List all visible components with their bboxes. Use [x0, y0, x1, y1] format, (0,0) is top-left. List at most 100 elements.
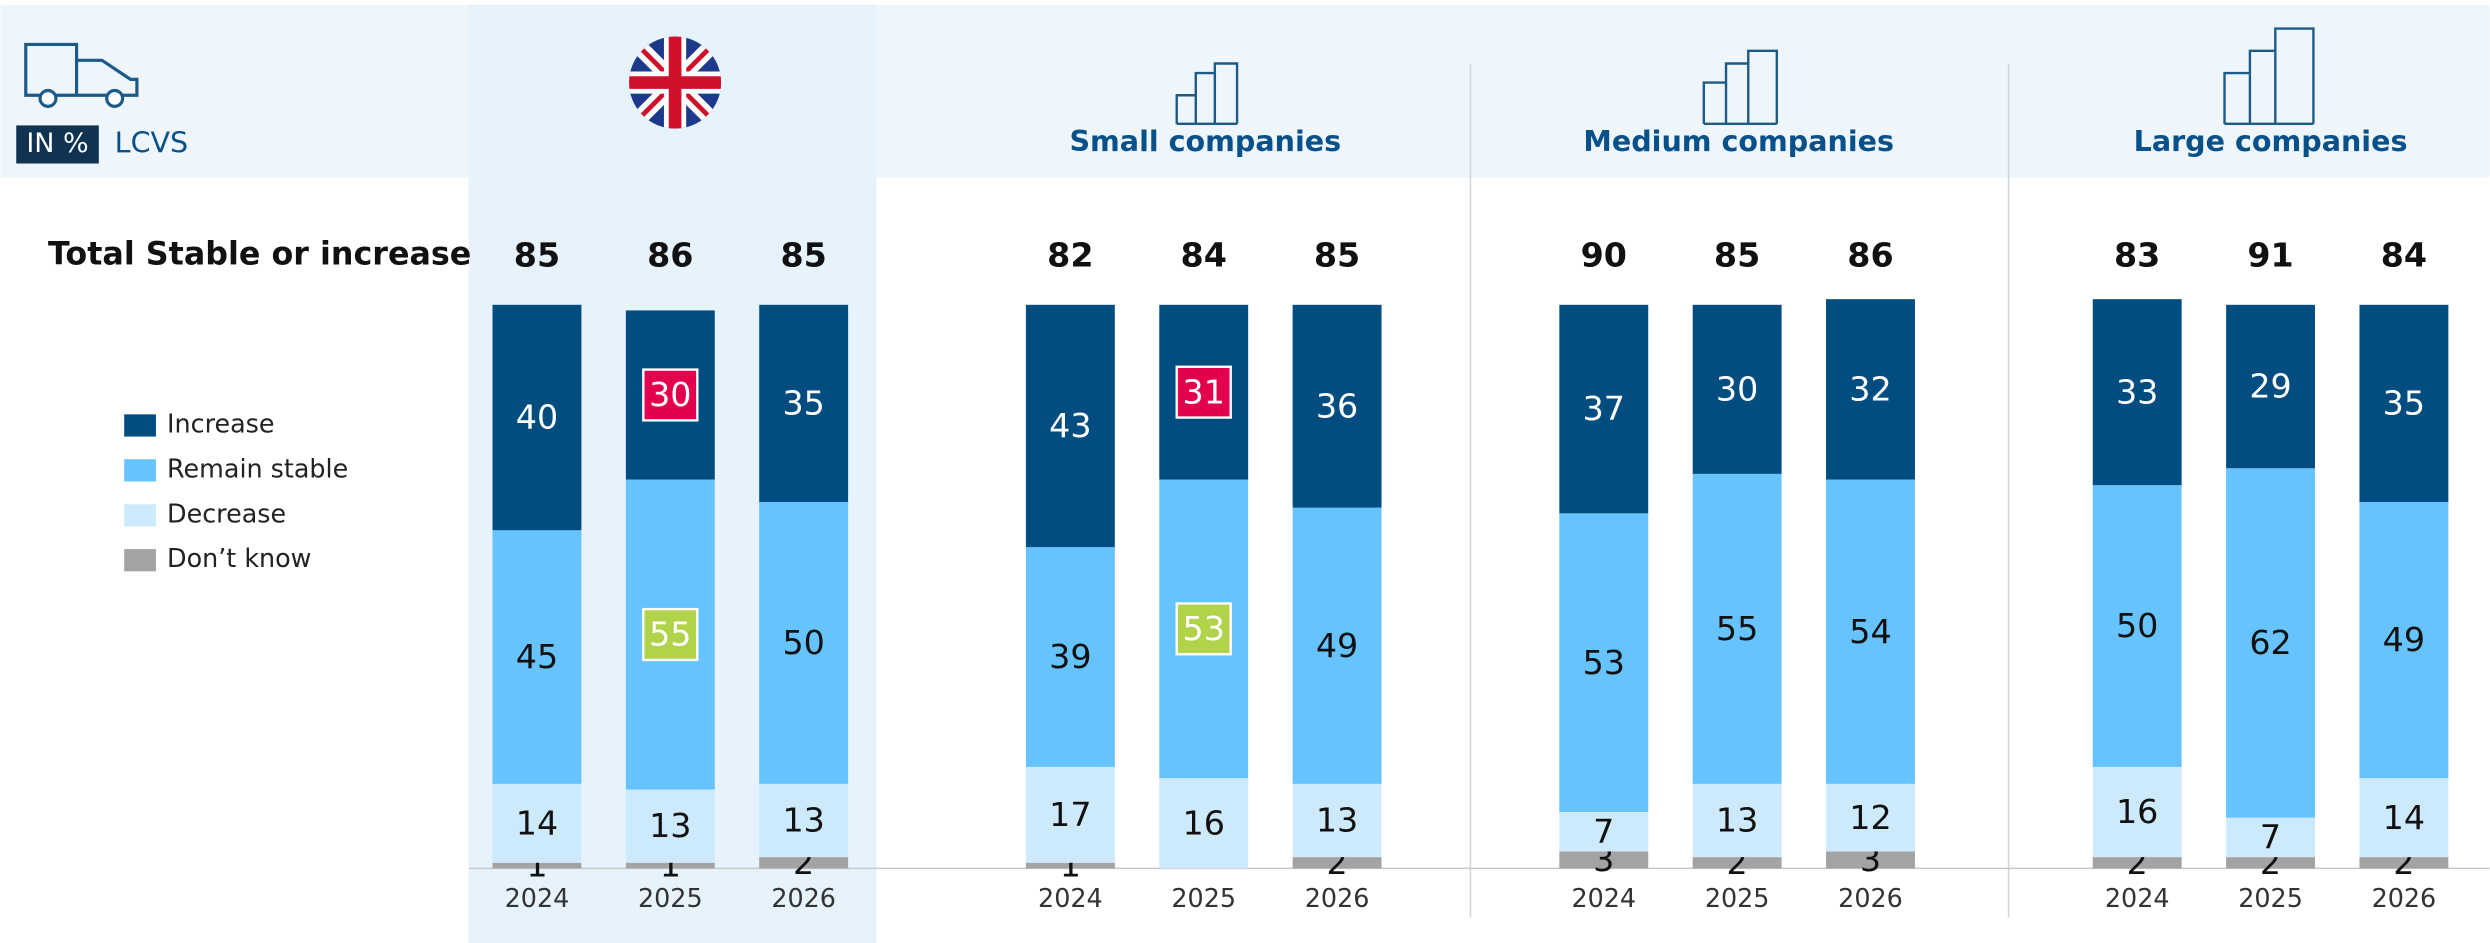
- truck-icon: [24, 42, 139, 108]
- bar-segment: [2092, 766, 2182, 858]
- bar-segment: [2226, 857, 2316, 869]
- bar-segment: [492, 530, 582, 784]
- value-label: 14: [516, 803, 558, 842]
- bar-segment: [492, 862, 582, 869]
- value-label: 53: [1583, 643, 1625, 682]
- bar-segment: [2226, 817, 2316, 858]
- x-tick-label: 2024: [1571, 883, 1636, 913]
- header-label: LCVS: [115, 125, 189, 159]
- value-label: 55: [1716, 609, 1758, 648]
- legend-label: Don’t know: [167, 543, 311, 573]
- value-label: 14: [2383, 798, 2425, 837]
- x-tick-label: 2025: [1171, 883, 1236, 913]
- legend-swatch: [124, 549, 156, 572]
- x-tick-label: 2026: [1305, 883, 1370, 913]
- x-tick-label: 2026: [1838, 883, 1903, 913]
- bar-segment: [1559, 513, 1649, 813]
- bar-segment: [1159, 778, 1249, 869]
- total-value: 85: [1314, 236, 1360, 275]
- value-label: 32: [1849, 369, 1891, 408]
- x-tick-label: 2025: [1705, 883, 1770, 913]
- group-title: Small companies: [1069, 124, 1341, 158]
- bar-segment: [492, 304, 582, 531]
- legend-swatch: [124, 459, 156, 482]
- total-value: 90: [1581, 236, 1627, 275]
- total-value: 86: [1847, 236, 1893, 275]
- bar-segment: [2092, 857, 2182, 869]
- bar-segment: [1692, 783, 1782, 858]
- value-label: 16: [2116, 792, 2158, 831]
- value-label: 7: [1593, 812, 1614, 851]
- x-tick-label: 2024: [505, 883, 570, 913]
- bar-segment: [1025, 304, 1115, 548]
- value-label: 54: [1849, 612, 1891, 651]
- value-label: 36: [1316, 386, 1358, 425]
- bar-segment: [759, 783, 849, 858]
- bar-segment: [492, 783, 582, 863]
- bar-segment: [1292, 857, 1382, 869]
- bar-segment: [1826, 783, 1915, 852]
- value-label: 62: [2249, 623, 2291, 662]
- value-label: 17: [1049, 795, 1091, 834]
- value-label: 7: [2260, 817, 2281, 856]
- value-label: 49: [2383, 620, 2425, 659]
- uk-flag: [629, 36, 722, 129]
- bar-segment: [759, 304, 849, 503]
- highlight-box: [1175, 365, 1232, 419]
- total-value: 85: [514, 236, 560, 275]
- bar-segment: [1692, 857, 1782, 869]
- value-label: 43: [1049, 406, 1091, 445]
- x-tick-label: 2026: [2372, 883, 2437, 913]
- total-value: 86: [647, 236, 693, 275]
- bar-segment: [759, 502, 849, 784]
- bar-segment: [1559, 304, 1649, 514]
- total-label: Total Stable or increase: [48, 237, 471, 273]
- value-label: 35: [2383, 384, 2425, 423]
- value-label: 45: [516, 637, 558, 676]
- bar-segment: [2226, 468, 2316, 818]
- total-value: 82: [1047, 236, 1093, 275]
- legend-label: Remain stable: [167, 453, 348, 483]
- legend-label: Increase: [167, 408, 274, 438]
- bar-segment: [625, 789, 715, 863]
- group-title: Medium companies: [1583, 124, 1894, 158]
- value-label: 29: [2249, 367, 2291, 406]
- bar-segment: [2359, 778, 2449, 858]
- value-label: 12: [1849, 798, 1891, 837]
- building-icons: [1175, 27, 2315, 126]
- value-label: 13: [1716, 801, 1758, 840]
- highlight-box: [1175, 602, 1232, 656]
- bar-segment: [2359, 304, 2449, 503]
- bar-segment: [2359, 502, 2449, 779]
- value-label: 35: [782, 384, 824, 423]
- x-tick-label: 2025: [2238, 883, 2303, 913]
- bar-segment: [1559, 812, 1649, 852]
- total-value: 91: [2247, 236, 2293, 275]
- bar-segment: [1025, 766, 1115, 863]
- value-label: 39: [1049, 637, 1091, 676]
- bar-segment: [625, 862, 715, 869]
- bar-segment: [2092, 299, 2182, 486]
- total-value: 85: [1714, 236, 1760, 275]
- legend-swatch: [124, 414, 156, 437]
- x-tick-label: 2025: [638, 883, 703, 913]
- bar-segment: [1292, 507, 1382, 784]
- bar-segment: [1559, 851, 1649, 869]
- badge: [16, 125, 99, 164]
- x-tick-label: 2024: [1038, 883, 1103, 913]
- value-label: 13: [782, 801, 824, 840]
- bar-segment: [1692, 304, 1782, 474]
- value-label: 55: [649, 615, 691, 654]
- bar-segment: [1826, 479, 1915, 784]
- highlight-box: [642, 607, 699, 662]
- total-value: 83: [2114, 236, 2160, 275]
- header-band: [0, 4, 2490, 178]
- legend-swatch: [124, 504, 156, 527]
- value-label: 13: [649, 806, 691, 845]
- value-label: 16: [1183, 803, 1225, 842]
- bar-segment: [2359, 857, 2449, 869]
- bar-segment: [1826, 851, 1915, 869]
- value-label: 53: [1183, 609, 1225, 648]
- value-label: 33: [2116, 372, 2158, 411]
